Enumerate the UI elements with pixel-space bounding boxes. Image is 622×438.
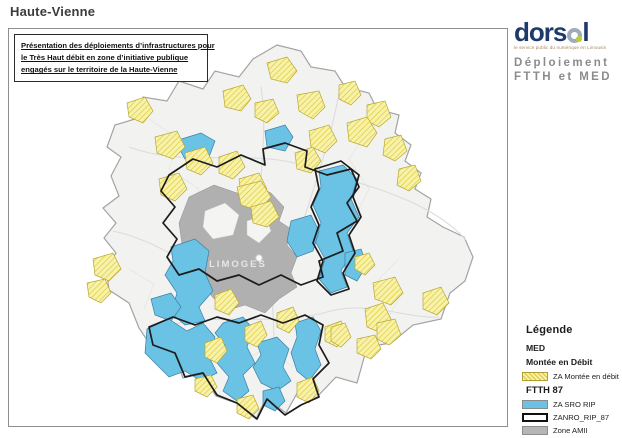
gray-swatch — [522, 425, 548, 435]
legend-item-label: ZA SRO RIP — [553, 399, 596, 409]
info-box-line: Présentation des déploiements d’infrastr… — [21, 41, 215, 50]
legend-item-za-montee: ZA Montée en débit — [522, 371, 620, 381]
legend-heading-montee-en-debit: Montée en Débit — [526, 357, 593, 367]
legend: Légende MED Montée en Débit ZA Montée en… — [520, 324, 620, 438]
brand-text-suffix: l — [582, 17, 589, 47]
legend-heading-med: MED — [526, 343, 546, 353]
deployment-subtitle-line2: FTTH et MED — [514, 71, 612, 84]
legend-item-za-sro-rip: ZA SRO RIP — [522, 399, 620, 409]
legend-title: Légende — [526, 324, 573, 336]
haute-vienne-map: LIMOGES — [86, 44, 474, 420]
brand-tagline: le service public du numérique en Limous… — [514, 45, 607, 50]
info-box-line: engagés sur le territoire de la Haute-Vi… — [21, 65, 178, 75]
legend-item-zone-amii: Zone AMII — [522, 425, 620, 435]
legend-item-label: ZA Montée en débit — [553, 371, 619, 381]
black-outline-swatch — [522, 412, 548, 422]
dorsal-wordmark: dors l — [514, 17, 618, 47]
yellow-hatch-swatch — [522, 371, 548, 381]
brand-text-prefix: dors — [514, 17, 567, 47]
info-box: Présentation des déploiements d’infrastr… — [14, 34, 215, 83]
legend-item-label: ZANRO_RIP_87 — [553, 412, 610, 422]
za-montee-en-debit-layer — [86, 56, 450, 420]
limoges-city-dot — [255, 254, 263, 262]
legend-heading-ftth-87: FTTH 87 — [526, 384, 563, 395]
map-canvas: Présentation des déploiements d’infrastr… — [8, 28, 508, 427]
limoges-label: LIMOGES — [209, 259, 267, 270]
deployment-subtitle: Déploiement FTTH et MED — [514, 56, 618, 85]
legend-item-label: Zone AMII — [553, 425, 588, 435]
zanro-rip-87-layer — [148, 142, 362, 420]
page-title: Haute-Vienne — [10, 4, 96, 19]
brand-dot-icon — [576, 36, 583, 42]
dorsal-logo: dors l le service public du numérique en… — [514, 18, 618, 85]
city-label-limoges: LIMOGES — [209, 254, 267, 270]
blue-swatch — [522, 399, 548, 409]
brand-ring-icon — [567, 28, 583, 43]
info-box-line: le Très Haut débit en zone d’initiative … — [21, 53, 189, 63]
deployment-subtitle-line1: Déploiement — [514, 57, 610, 69]
za-sro-rip-layer — [144, 124, 368, 412]
legend-item-zanro-rip-87: ZANRO_RIP_87 — [522, 412, 620, 422]
